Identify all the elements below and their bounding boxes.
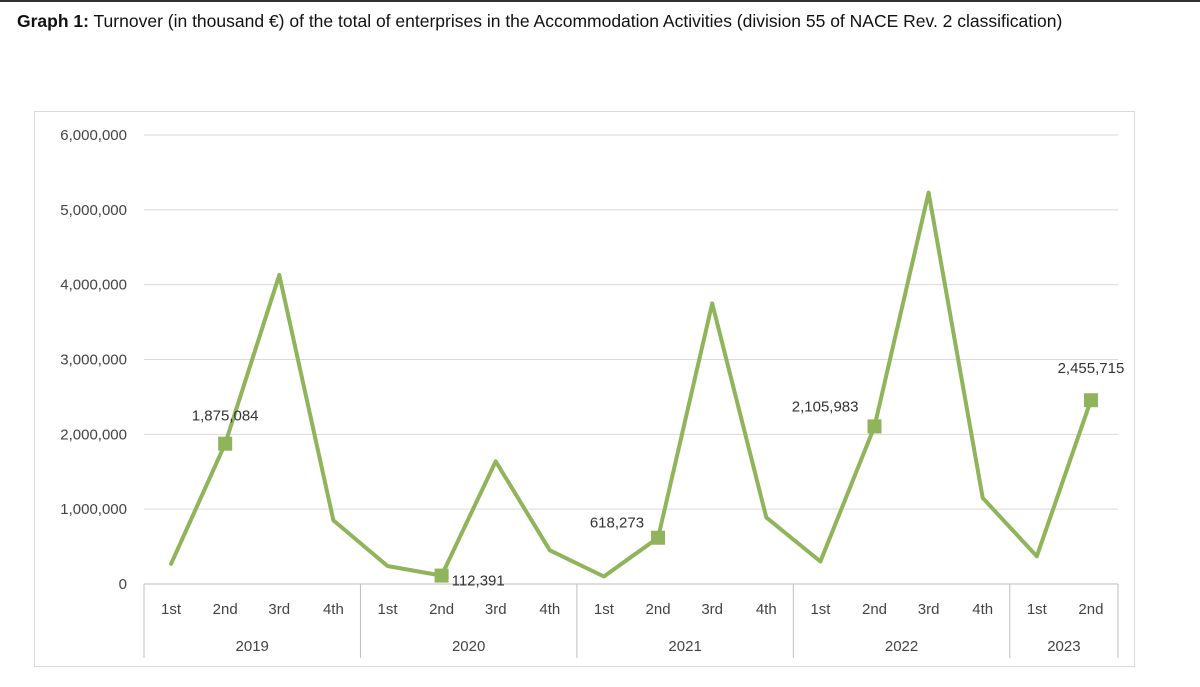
x-tick-label: 2nd (646, 601, 671, 618)
x-tick-label: 4th (972, 601, 993, 618)
x-tick-label: 3rd (701, 601, 723, 618)
y-axis-ticks: 0 1,000,000 2,000,000 3,000,000 4,000,000 5,0… (60, 127, 127, 593)
x-tick-label: 2nd (429, 601, 454, 618)
x-tick-label: 1st (377, 601, 398, 618)
data-marker (1083, 393, 1098, 408)
data-marker (651, 530, 666, 545)
x-tick-label: 1st (161, 601, 182, 618)
data-marker (218, 436, 233, 451)
x-tick-label: 2nd (213, 601, 238, 618)
top-rule (0, 0, 1200, 2)
data-label: 112,391 (452, 573, 505, 590)
x-group-label: 2020 (452, 638, 485, 655)
data-markers (218, 393, 1098, 583)
y-tick-label: 4,000,000 (60, 277, 127, 294)
gridlines (144, 134, 1118, 510)
x-tick-label: 1st (594, 601, 615, 618)
series-line (169, 190, 1093, 579)
data-marker (434, 568, 449, 583)
x-tick-label: 2nd (1078, 601, 1103, 618)
x-tick-label: 3rd (268, 601, 290, 618)
y-tick-label: 5,000,000 (60, 202, 127, 219)
y-tick-label: 6,000,000 (60, 127, 127, 144)
y-tick-label: 1,000,000 (60, 501, 127, 518)
chart-title: Graph 1: Turnover (in thousand €) of the… (17, 11, 1062, 32)
chart-frame (34, 111, 1135, 667)
y-tick-label: 2,000,000 (60, 426, 127, 443)
y-tick-label: 3,000,000 (60, 352, 127, 369)
x-tick-label: 1st (810, 601, 831, 618)
x-tick-label: 4th (323, 601, 344, 618)
x-tick-label: 1st (1027, 601, 1048, 618)
x-axis-ticks: 1st 2nd 3rd 4th 2019 1st 2nd 3rd 4th 2020 1st 2nd 3r… (161, 601, 1103, 655)
x-group-label: 2022 (885, 638, 918, 655)
series-line-path (169, 190, 1093, 579)
data-label: 2,455,715 (1058, 360, 1125, 377)
data-label: 618,273 (590, 515, 644, 532)
x-axis (143, 583, 1119, 658)
data-label: 2,105,983 (792, 398, 859, 415)
x-tick-label: 4th (539, 601, 560, 618)
data-label: 1,875,084 (192, 408, 259, 425)
chart-title-text: Turnover (in thousand €) of the total of… (93, 11, 1063, 31)
x-tick-label: 3rd (485, 601, 507, 618)
data-marker (867, 419, 882, 434)
x-group-label: 2019 (236, 638, 269, 655)
x-group-label: 2023 (1047, 638, 1080, 655)
chart-title-prefix: Graph 1: (17, 11, 89, 31)
x-tick-label: 2nd (862, 601, 887, 618)
data-labels: 1,875,084 112,391 618,273 2,105,983 2,455,71… (192, 360, 1125, 589)
y-tick-label: 0 (119, 576, 127, 593)
x-group-label: 2021 (668, 638, 701, 655)
x-tick-label: 3rd (918, 601, 940, 618)
x-tick-label: 4th (756, 601, 777, 618)
